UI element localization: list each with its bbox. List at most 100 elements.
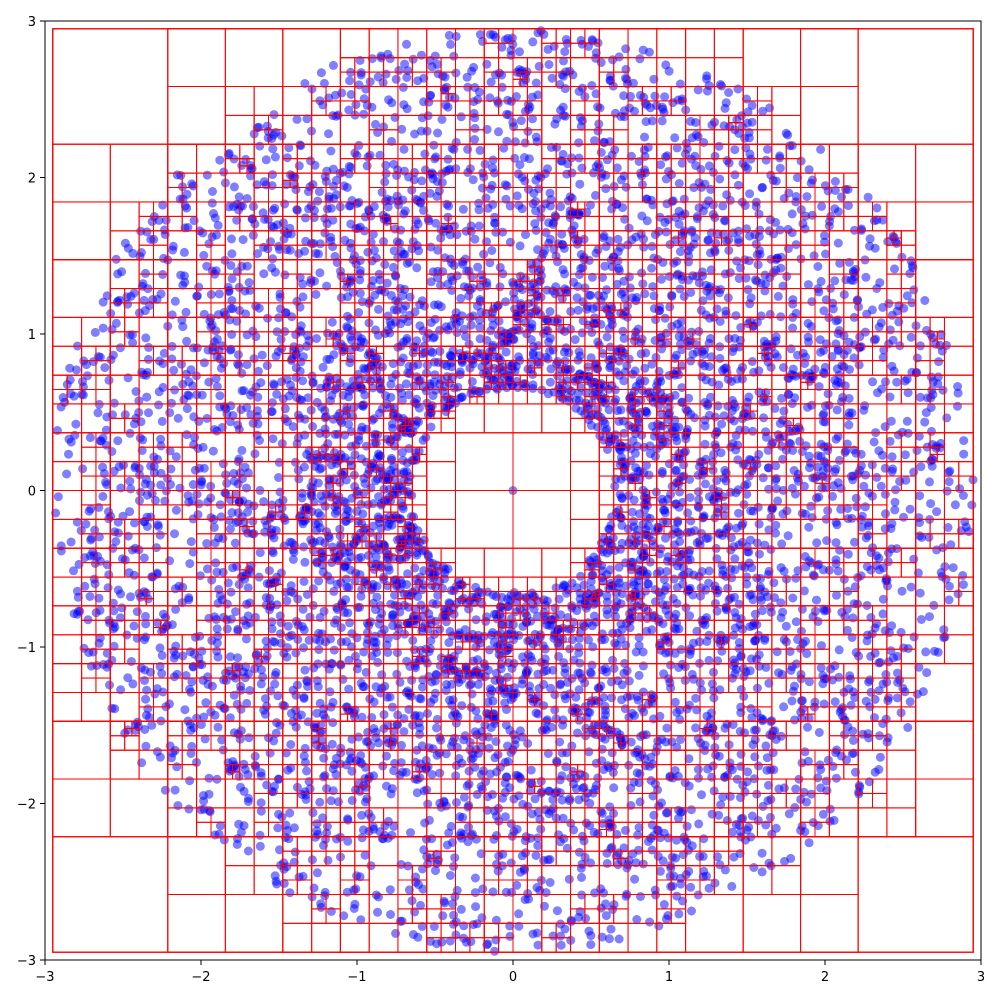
data-point — [900, 450, 910, 460]
data-point — [550, 603, 560, 613]
data-point — [243, 499, 253, 509]
data-point — [420, 818, 430, 828]
data-point — [276, 629, 286, 639]
data-point — [345, 76, 355, 86]
data-point — [372, 592, 382, 602]
data-point — [180, 705, 190, 715]
data-point — [674, 331, 684, 341]
data-point — [169, 365, 179, 375]
data-point — [848, 613, 858, 623]
data-point — [556, 202, 566, 212]
data-point — [816, 276, 826, 286]
data-point — [659, 900, 669, 909]
data-point — [812, 493, 821, 503]
data-point — [730, 592, 739, 602]
data-point — [210, 538, 220, 548]
data-point — [364, 551, 373, 560]
data-point — [691, 723, 701, 733]
data-point — [242, 360, 252, 370]
data-point — [459, 792, 469, 802]
data-point — [752, 276, 762, 286]
data-point — [314, 576, 324, 586]
data-point — [373, 907, 382, 917]
data-point — [617, 493, 627, 503]
data-point — [697, 790, 706, 800]
data-point — [556, 940, 566, 950]
data-point — [236, 685, 246, 695]
data-point — [113, 436, 123, 446]
data-point — [282, 862, 292, 872]
data-point — [804, 713, 814, 723]
data-point — [817, 201, 827, 211]
data-point — [183, 390, 193, 400]
data-point — [392, 433, 402, 442]
data-point — [825, 816, 835, 826]
data-point — [373, 531, 383, 541]
data-point — [829, 481, 839, 491]
data-point — [574, 153, 584, 163]
data-point — [286, 380, 295, 390]
data-point — [473, 95, 483, 104]
data-point — [359, 488, 369, 498]
data-point — [167, 310, 177, 320]
data-point — [736, 263, 745, 273]
data-point — [707, 679, 717, 689]
data-point — [227, 508, 237, 518]
data-point — [671, 432, 681, 442]
data-point — [432, 59, 442, 69]
data-point — [155, 752, 165, 762]
data-point — [522, 329, 532, 339]
data-point — [602, 859, 612, 868]
data-point — [456, 293, 466, 303]
data-point — [282, 596, 292, 606]
data-point — [418, 675, 428, 685]
data-point — [170, 296, 180, 306]
data-point — [340, 430, 350, 440]
data-point — [142, 392, 152, 402]
data-point — [777, 539, 787, 549]
data-point — [559, 834, 569, 844]
data-point — [280, 199, 290, 209]
data-point — [360, 390, 370, 400]
data-point — [563, 585, 573, 595]
data-point — [619, 376, 629, 386]
data-point — [528, 37, 538, 47]
data-point — [239, 386, 249, 396]
data-point — [866, 613, 876, 622]
data-point — [371, 682, 381, 692]
data-point — [255, 830, 265, 840]
data-point — [530, 794, 540, 804]
data-point — [614, 263, 624, 273]
data-point — [875, 752, 885, 762]
data-point — [99, 469, 109, 479]
data-point — [880, 463, 890, 473]
data-point — [661, 328, 671, 338]
data-point — [359, 109, 369, 119]
data-point — [617, 346, 627, 356]
data-point — [234, 192, 244, 202]
data-point — [536, 172, 546, 182]
data-point — [636, 892, 645, 901]
data-point — [116, 589, 126, 599]
data-point — [719, 473, 729, 483]
data-point — [390, 270, 400, 280]
data-point — [837, 192, 846, 202]
data-point — [256, 679, 266, 689]
data-point — [693, 487, 703, 497]
data-point — [779, 406, 789, 416]
data-point — [669, 871, 679, 881]
data-point — [409, 456, 419, 465]
data-point — [539, 679, 549, 689]
data-point — [369, 245, 379, 255]
data-point — [136, 248, 146, 257]
data-point — [475, 322, 485, 332]
data-point — [347, 796, 357, 805]
data-point — [354, 80, 364, 90]
data-point — [391, 74, 401, 84]
data-point — [104, 375, 114, 385]
data-point — [443, 154, 453, 164]
data-point — [666, 489, 676, 499]
data-point — [894, 317, 904, 327]
data-point — [543, 164, 552, 174]
data-point — [759, 413, 769, 423]
